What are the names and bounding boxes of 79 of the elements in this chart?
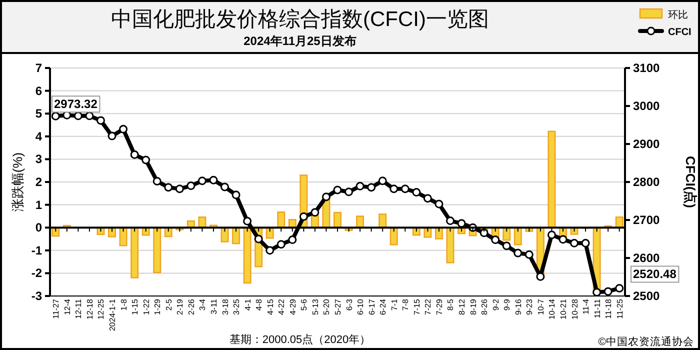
x-tick-label: 11-18	[604, 298, 614, 319]
x-tick-label: 9-2	[491, 298, 500, 311]
x-tick-label: 8-12	[458, 298, 467, 316]
x-tick-label: 5-27	[334, 298, 342, 316]
x-tick-label: 6-24	[378, 298, 388, 316]
x-tick-label: 2-5	[164, 298, 174, 311]
x-tick-label: 8-5	[446, 298, 456, 311]
y-tick-label: -1	[31, 243, 42, 258]
x-tick-label: 12-4	[62, 298, 72, 316]
x-tick-label: 6-3	[344, 298, 354, 311]
x-tick-label: 10-21	[558, 298, 568, 320]
x-tick-label: 4-29	[288, 298, 298, 316]
x-tick-label: 7-15	[412, 298, 422, 316]
x-tick-label: 4-1	[243, 298, 252, 311]
x-tick-label: 5-20	[322, 298, 332, 316]
x-tick-label: 7-8	[401, 298, 410, 311]
x-tick-label: 9-9	[502, 298, 512, 311]
x-tick-label: 7-1	[390, 298, 399, 311]
x-tick-label: 8-19	[468, 298, 478, 316]
y2-tick-label: 2500	[633, 289, 660, 303]
y-tick-label: 5	[35, 106, 42, 121]
y2-tick-label: 2800	[633, 175, 660, 189]
x-tick-label: 8-26	[480, 298, 490, 316]
x-tick-label: 4-22	[277, 298, 286, 316]
x-tick-label: 12-11	[74, 298, 84, 319]
legend-label: 环比	[668, 9, 688, 21]
x-tick-label: 3-18	[220, 298, 230, 316]
x-tick-label: 2-19	[176, 298, 185, 316]
x-tick-label: 3-11	[209, 298, 218, 314]
text: 2520.48	[633, 267, 677, 282]
x-tick-label: 4-8	[254, 298, 264, 311]
y-tick-label: -2	[31, 266, 42, 280]
x-tick-label: 4-15	[266, 298, 275, 316]
y-tick-label: 4	[35, 129, 42, 144]
y-tick-label: 1	[35, 198, 42, 212]
y-tick-label: 7	[35, 61, 42, 75]
y-axis-title: 涨跌幅(%)	[10, 152, 25, 212]
y-tick-label: 3	[35, 152, 42, 166]
y-tick-label: 6	[35, 84, 42, 98]
x-tick-label: 6-17	[367, 298, 376, 316]
annotation: 2973.32	[54, 97, 98, 112]
x-tick-label: 1-15	[130, 298, 140, 316]
y2-tick-label: 2600	[633, 251, 660, 265]
y2-axis-title: CFCI(点)	[683, 156, 698, 208]
x-tick-label: 11-25	[615, 298, 624, 319]
x-tick-label: 3-25	[232, 298, 242, 316]
y-tick-label: -3	[31, 289, 42, 303]
chart-title: 中国化肥批发价格综合指数(CFCI)一览图	[111, 8, 489, 31]
x-tick-label: 11-11	[592, 298, 602, 318]
x-tick-label: 1-8	[119, 298, 128, 311]
x-tick-label: 11-4	[582, 298, 591, 314]
legend-label: CFCI	[668, 27, 692, 38]
x-tick-label: 10-14	[548, 298, 557, 320]
text: ©中国农资流通协会	[598, 335, 694, 348]
x-tick-label: 9-23	[525, 298, 534, 316]
x-tick-label: 2-26	[186, 298, 196, 316]
x-tick-label: 6-10	[356, 298, 366, 316]
x-tick-label: 1-29	[153, 298, 162, 316]
y-tick-label: 0	[35, 220, 42, 235]
x-tick-label: 5-6	[300, 298, 309, 311]
x-tick-label: 1-22	[142, 298, 151, 316]
x-tick-label: 5-13	[310, 298, 320, 316]
text: 基期：2000.05点（2020年）	[229, 333, 371, 346]
x-tick-label: 10-7	[536, 298, 546, 316]
x-tick-label: 2024-1-1	[108, 298, 118, 332]
x-tick-label: 12-25	[96, 298, 106, 320]
y-tick-label: 2	[35, 175, 42, 189]
x-tick-label: 7-22	[424, 298, 433, 316]
x-tick-label: 7-29	[434, 298, 444, 316]
x-tick-label: 9-16	[514, 298, 523, 316]
x-tick-label: 11-27	[52, 298, 61, 319]
y2-tick-label: 3100	[633, 61, 660, 75]
y2-tick-label: 3000	[633, 99, 660, 113]
y2-tick-label: 2900	[633, 137, 660, 151]
x-tick-label: 12-18	[85, 298, 94, 320]
x-tick-label: 10-28	[570, 298, 580, 320]
y2-tick-label: 2700	[633, 213, 660, 227]
x-tick-label: 3-4	[198, 298, 208, 311]
chart-subtitle: 2024年11月25日发布	[244, 34, 356, 48]
